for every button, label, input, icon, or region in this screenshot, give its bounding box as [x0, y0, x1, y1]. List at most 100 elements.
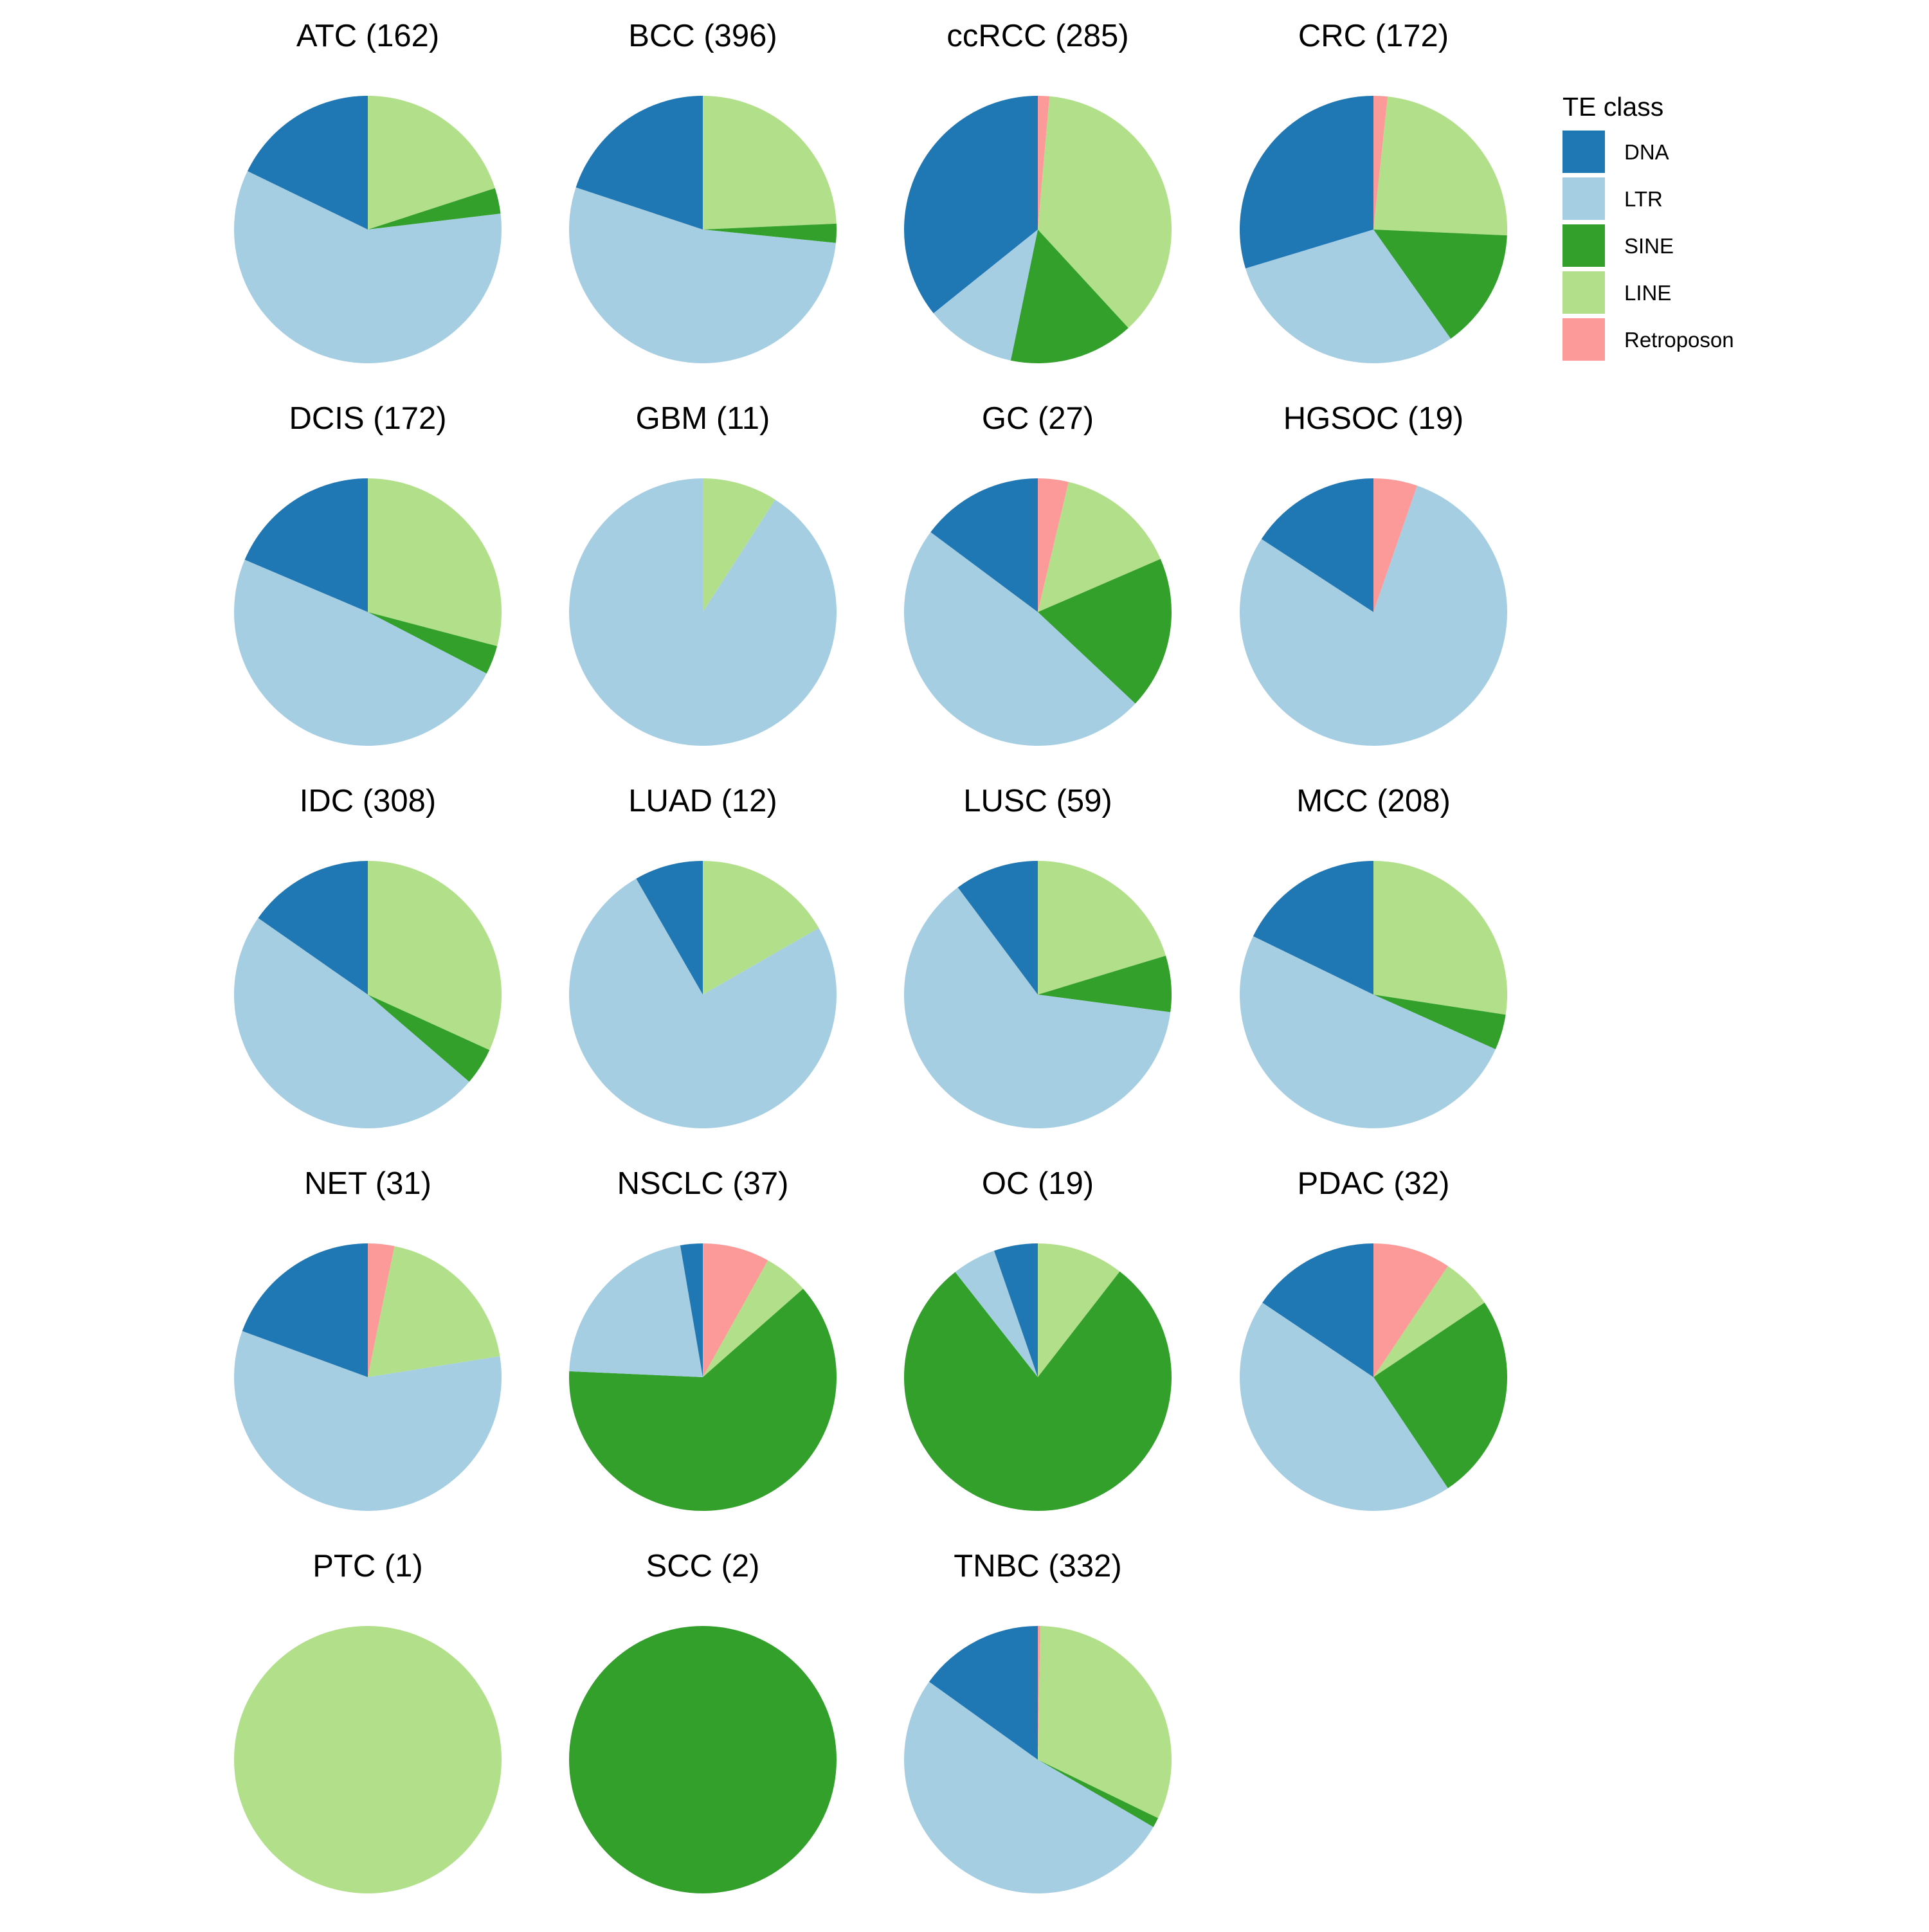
pie-slice-line — [703, 861, 819, 995]
pie-panel-oc: OC (19) — [903, 1166, 1172, 1512]
pie-slice-retroposon — [368, 1243, 395, 1377]
pie-slice-ltr — [933, 230, 1038, 361]
pie-slice-line — [1038, 1626, 1172, 1818]
pie-slice-ltr — [569, 478, 837, 746]
pie-panel-gbm: GBM (11) — [569, 401, 837, 746]
pie-panel-pdac: PDAC (32) — [1240, 1166, 1507, 1511]
pie-panel-hgsoc: HGSOC (19) — [1239, 401, 1507, 746]
legend-item-sine: SINE — [1562, 224, 1674, 267]
pie-panel-bcc: BCC (396) — [569, 19, 837, 364]
pie-slice-dna — [636, 861, 703, 995]
pie-slice-dna — [247, 96, 368, 230]
pie-slice-sine — [1373, 995, 1506, 1049]
pie-title: IDC (308) — [300, 784, 436, 818]
pie-slice-dna — [930, 478, 1038, 612]
pie-slice-line — [368, 1246, 500, 1377]
pie-slice-dna — [242, 1243, 368, 1377]
pie-slice-sine — [568, 1288, 837, 1512]
panels-layer: ATC (162) BCC (396) ccRCC (285) CRC (172) DC… — [233, 19, 1508, 1893]
pie-title: SCC (2) — [646, 1549, 760, 1584]
legend-key-retroposon — [1562, 318, 1605, 361]
pie-title: ccRCC (285) — [946, 19, 1128, 53]
pie-title: NSCLC (37) — [617, 1166, 789, 1201]
pie-slice-line — [368, 861, 502, 1051]
pie-title: HGSOC (19) — [1283, 401, 1463, 436]
pie-title: LUAD (12) — [628, 784, 777, 818]
pie-slice-ltr — [1239, 485, 1507, 746]
pie-slice-ltr — [233, 917, 469, 1129]
pie-slice-dna — [994, 1243, 1038, 1377]
legend-item-ltr: LTR — [1562, 177, 1663, 220]
pie-slice-dna — [1239, 95, 1373, 269]
pie-panel-ptc: PTC (1) — [234, 1549, 502, 1893]
pie-title: PTC (1) — [312, 1549, 423, 1584]
pie-slice-sine — [1373, 230, 1507, 339]
pie-slice-dna — [575, 96, 703, 230]
pie-slice-line — [703, 96, 837, 230]
pie-slice-line — [1038, 96, 1172, 329]
pie-panel-luad: LUAD (12) — [568, 784, 837, 1129]
pie-title: LUSC (59) — [963, 784, 1112, 818]
pie-title: CRC (172) — [1298, 19, 1449, 53]
pie-panel-nsclc: NSCLC (37) — [568, 1166, 837, 1512]
legend-item-retroposon: Retroposon — [1562, 318, 1734, 361]
pie-slice-sine — [703, 223, 837, 243]
pie-slice-sine — [1038, 1760, 1159, 1827]
pie-slice-retroposon — [1373, 96, 1388, 230]
pie-slice-dna — [1261, 478, 1373, 612]
pie-slice-dna — [957, 861, 1038, 995]
pie-slice-ltr — [569, 187, 836, 364]
pie-slice-retroposon — [1373, 478, 1417, 612]
legend-label: LTR — [1624, 187, 1663, 211]
pie-title: DCIS (172) — [289, 401, 446, 436]
pie-slice-ltr — [233, 1331, 502, 1511]
pie-slice-line — [1038, 861, 1166, 995]
pie-slice-sine — [1038, 955, 1172, 1013]
pie-slice-line — [1038, 482, 1161, 612]
pie-slice-sine — [368, 612, 498, 674]
pie-title: ATC (162) — [296, 19, 439, 53]
pie-title: TNBC (332) — [954, 1549, 1121, 1584]
pie-slice-ltr — [903, 532, 1136, 746]
pie-panel-atc: ATC (162) — [233, 19, 502, 363]
pie-slice-retroposon — [1038, 96, 1050, 230]
legend: TE class DNA LTR SINE LINE Retroposon — [1562, 92, 1734, 361]
pie-panel-tnbc: TNBC (332) — [904, 1549, 1172, 1893]
pie-panel-gc: GC (27) — [903, 401, 1172, 746]
pie-slice-line — [1038, 1243, 1120, 1377]
legend-item-line: LINE — [1562, 271, 1671, 314]
pie-panel-net: NET (31) — [233, 1166, 502, 1511]
pie-title: PDAC (32) — [1298, 1166, 1450, 1201]
legend-label: DNA — [1624, 140, 1669, 164]
pie-slice-retroposon — [703, 1243, 768, 1377]
pie-title: GBM (11) — [636, 401, 770, 436]
legend-label: LINE — [1624, 281, 1671, 305]
pie-slice-ltr — [569, 1245, 703, 1377]
pie-title: GC (27) — [982, 401, 1094, 436]
pie-slice-line — [703, 478, 775, 612]
pie-title: OC (19) — [982, 1166, 1094, 1201]
pie-slice-sine — [368, 188, 501, 230]
pie-slice-retroposon — [1038, 478, 1069, 612]
legend-key-dna — [1562, 131, 1605, 173]
pie-slice-sine — [1010, 230, 1128, 364]
pie-panel-crc: CRC (172) — [1239, 19, 1508, 364]
pie-slice-dna — [928, 1626, 1038, 1760]
pie-panel-ccrcc: ccRCC (285) — [903, 19, 1172, 364]
pie-slice-dna — [903, 96, 1038, 314]
pie-slice-retroposon — [1038, 1626, 1040, 1760]
pie-panel-mcc: MCC (208) — [1240, 784, 1508, 1128]
pie-slice-dna — [680, 1243, 703, 1377]
pie-slice-ltr — [568, 878, 837, 1129]
pie-slice-retroposon — [1373, 1243, 1448, 1377]
pie-slice-line — [1373, 1266, 1485, 1377]
pie-slice-line — [1373, 861, 1508, 1015]
pie-slice-dna — [258, 861, 368, 995]
pie-slice-sine — [1038, 559, 1172, 704]
pie-slice-ltr — [1240, 936, 1496, 1128]
pie-title: MCC (208) — [1296, 784, 1451, 818]
pie-slice-line — [1373, 96, 1508, 236]
pie-slice-sine — [1373, 1303, 1507, 1488]
